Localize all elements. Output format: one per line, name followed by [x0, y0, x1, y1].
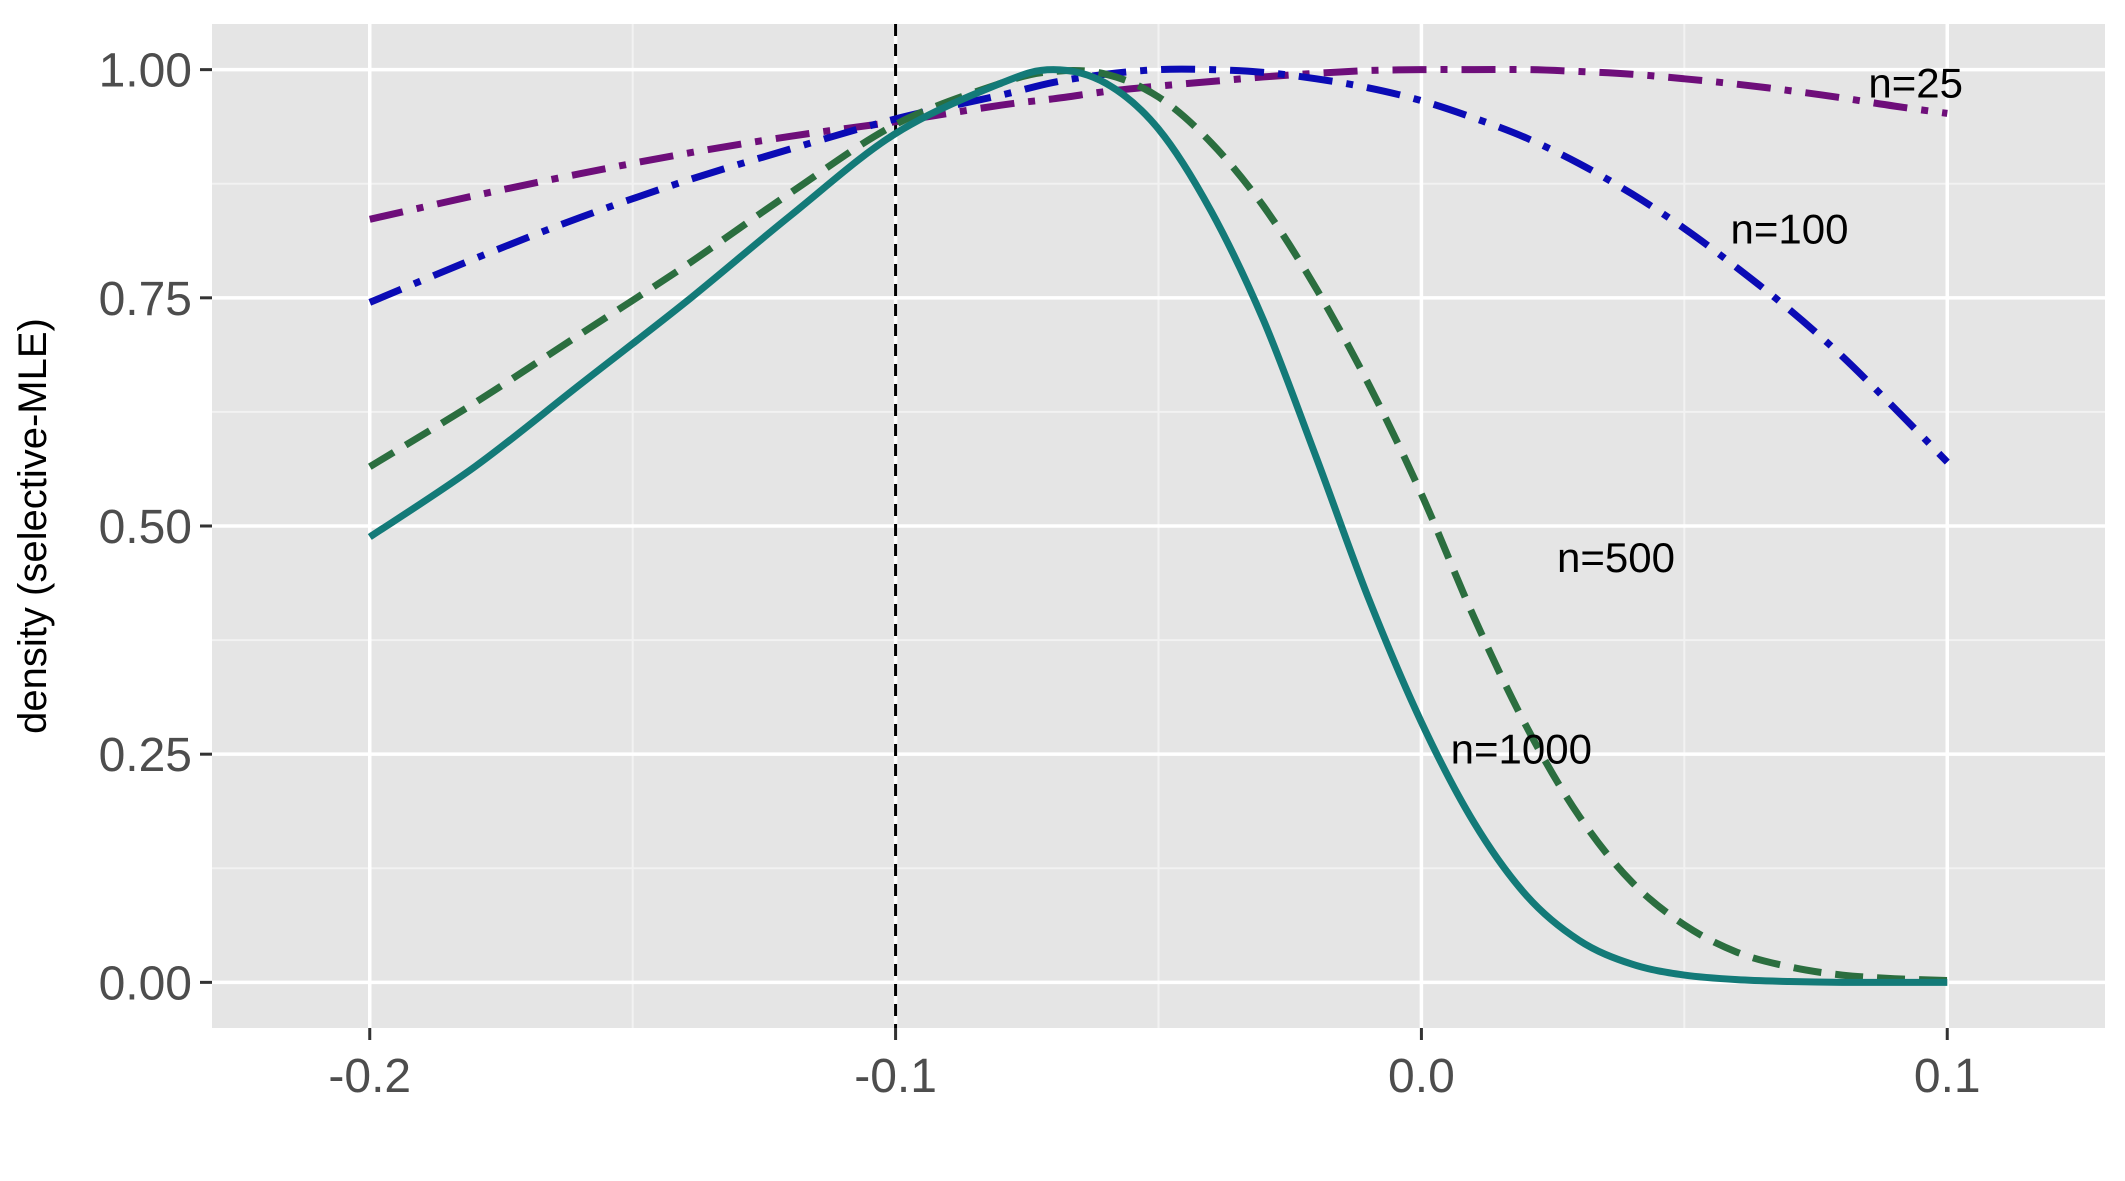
y-axis-title: density (selective-MLE) [11, 318, 55, 734]
x-tick-label: 0.0 [1388, 1050, 1455, 1103]
series-labels: n=25 n=100 n=500 n=1000 [1451, 59, 1963, 772]
y-tick-label: 0.25 [99, 729, 192, 782]
axis-ticks: -0.2 -0.1 0.0 0.1 0.00 0.25 0.50 0.75 1.00 [99, 45, 1981, 1103]
series-line-n-100 [368, 65, 1950, 465]
series-label: n=1000 [1451, 726, 1592, 773]
series-lines [367, 65, 1950, 986]
series-line-n-1000 [367, 66, 1948, 986]
x-tick-label: 0.1 [1914, 1050, 1981, 1103]
y-tick-label: 1.00 [99, 45, 192, 98]
series-line-n-500 [367, 67, 1948, 984]
series-label: n=25 [1868, 59, 1963, 106]
y-tick-label: 0.00 [99, 957, 192, 1010]
y-tick-label: 0.50 [99, 501, 192, 554]
series-label: n=100 [1731, 205, 1849, 252]
x-tick-label: -0.2 [328, 1050, 411, 1103]
y-tick-label: 0.75 [99, 273, 192, 326]
series-label: n=500 [1557, 534, 1675, 581]
x-tick-label: -0.1 [854, 1050, 937, 1103]
series-line-n-25 [369, 65, 1948, 223]
